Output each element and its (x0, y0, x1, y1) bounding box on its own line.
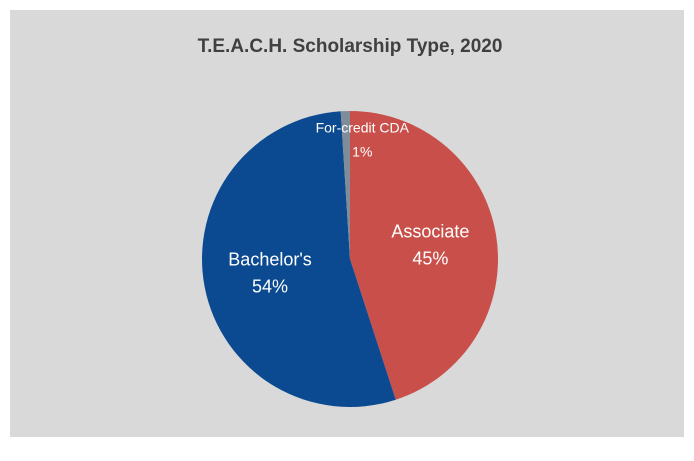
pie-slice (350, 111, 499, 400)
data-label-name: For-credit CDA (316, 119, 410, 135)
pie-slice (340, 111, 350, 259)
data-label-value: 45% (412, 249, 448, 269)
data-label-value: 1% (352, 143, 372, 159)
data-label-value: 54% (252, 277, 288, 297)
data-label-name: Associate (391, 222, 469, 242)
data-label-name: Bachelor's (228, 250, 311, 270)
pie-slice (202, 111, 396, 407)
chart-title: T.E.A.C.H. Scholarship Type, 2020 (198, 36, 503, 57)
